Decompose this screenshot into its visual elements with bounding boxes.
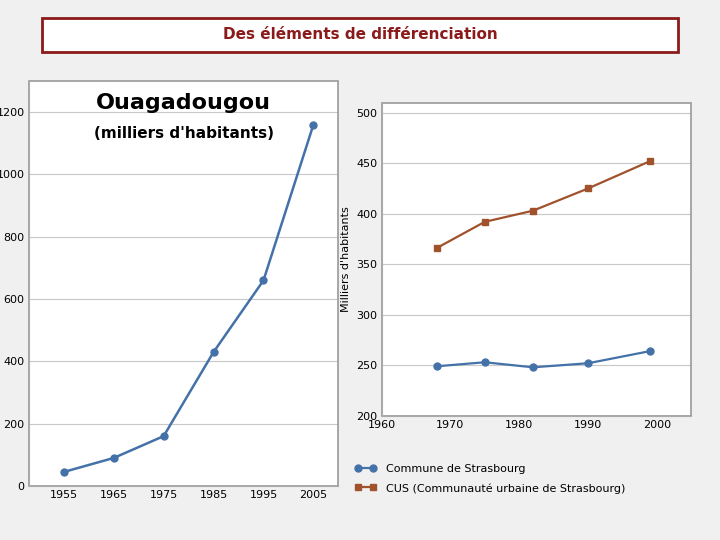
Commune de Strasbourg xyxy=(584,360,593,367)
Line: Commune de Strasbourg: Commune de Strasbourg xyxy=(433,348,653,371)
FancyBboxPatch shape xyxy=(42,18,678,52)
Text: (milliers d'habitants): (milliers d'habitants) xyxy=(94,126,274,140)
Text: Des éléments de différenciation: Des éléments de différenciation xyxy=(222,27,498,42)
Text: Ouagadougou: Ouagadougou xyxy=(96,93,271,113)
Commune de Strasbourg xyxy=(480,359,489,366)
CUS (Communauté urbaine de Strasbourg) xyxy=(584,185,593,192)
CUS (Communauté urbaine de Strasbourg) xyxy=(480,219,489,225)
Y-axis label: Milliers d'habitants: Milliers d'habitants xyxy=(341,206,351,312)
Commune de Strasbourg xyxy=(528,364,537,370)
CUS (Communauté urbaine de Strasbourg) xyxy=(432,245,441,251)
CUS (Communauté urbaine de Strasbourg) xyxy=(646,158,654,165)
CUS (Communauté urbaine de Strasbourg) xyxy=(528,207,537,214)
Line: CUS (Communauté urbaine de Strasbourg): CUS (Communauté urbaine de Strasbourg) xyxy=(433,158,653,252)
Commune de Strasbourg xyxy=(646,348,654,354)
Legend: Commune de Strasbourg, CUS (Communauté urbaine de Strasbourg): Commune de Strasbourg, CUS (Communauté u… xyxy=(350,459,629,498)
Commune de Strasbourg xyxy=(432,363,441,369)
